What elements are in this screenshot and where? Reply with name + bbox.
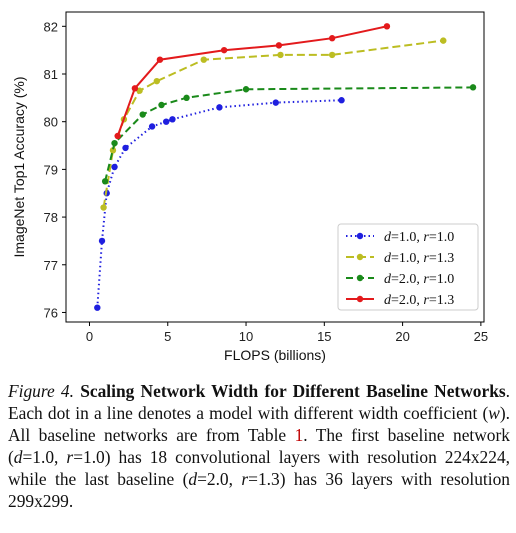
series-line-1 xyxy=(96,99,342,308)
legend-box xyxy=(337,223,479,311)
plot-frame xyxy=(65,11,485,323)
data-point xyxy=(272,99,279,106)
data-point xyxy=(94,304,101,311)
data-point xyxy=(162,118,170,125)
data-point xyxy=(156,56,164,63)
data-point xyxy=(153,77,161,85)
data-point xyxy=(275,42,283,49)
data-point xyxy=(338,97,345,104)
data-point xyxy=(383,23,391,30)
data-point xyxy=(200,56,207,63)
caption-text-4: ) has 18 convolutional layers with resol… xyxy=(8,447,510,489)
caption-title: Scaling Network Width for Different Base… xyxy=(80,381,506,401)
chart: 0 5 10 15 20 25 76 77 78 79 80 81 82 FLOPS (billions)… xyxy=(11,11,488,363)
data-point xyxy=(109,147,117,154)
x-tick-label: 0 xyxy=(86,329,93,344)
x-axis-title: FLOPS (billions) xyxy=(224,347,326,363)
y-tick-label: 82 xyxy=(44,19,58,34)
caption-text-5: ) has 36 layers with resolution 299x299. xyxy=(8,469,510,511)
legend-label: d=1.0, r=1.3 xyxy=(384,251,454,266)
y-axis-title: ImageNet Top1 Accuracy (%) xyxy=(11,76,27,257)
legend-swatch-marker xyxy=(356,274,364,282)
data-point xyxy=(122,144,129,152)
data-point xyxy=(216,104,223,111)
figure-caption: Figure 4. Scaling Network Width for Diff… xyxy=(8,380,510,512)
data-point xyxy=(114,132,121,140)
data-point xyxy=(169,116,176,123)
caption-text-3: . The first baseline network ( xyxy=(8,425,510,467)
data-point xyxy=(328,35,336,42)
caption-b1-r: r xyxy=(66,447,74,467)
data-point xyxy=(158,101,165,109)
caption-b1-d: d xyxy=(13,447,23,467)
data-point xyxy=(111,163,118,171)
data-point xyxy=(98,237,106,245)
y-tick-label: 77 xyxy=(44,258,58,273)
x-tick-label: 20 xyxy=(395,329,409,344)
caption-w-symbol: w xyxy=(488,403,500,423)
data-point xyxy=(139,111,146,118)
x-tick-label: 10 xyxy=(239,329,253,344)
data-point xyxy=(242,86,250,93)
caption-text-1: . Each dot in a line denotes a model wit… xyxy=(8,381,510,423)
y-tick-label: 81 xyxy=(44,67,58,82)
data-point xyxy=(220,46,228,54)
data-point xyxy=(111,139,118,147)
legend-swatch-marker xyxy=(356,295,364,303)
legend-label: d=1.0, r=1.0 xyxy=(384,230,454,245)
y-tick-label: 76 xyxy=(44,305,58,320)
legend-label: d=2.0, r=1.0 xyxy=(384,272,454,287)
y-tick-label: 80 xyxy=(44,115,58,130)
data-point xyxy=(101,178,109,185)
data-point xyxy=(277,51,284,59)
data-point xyxy=(100,204,107,211)
table-reference-link[interactable]: 1 xyxy=(294,425,304,445)
x-tick-label: 15 xyxy=(317,329,331,344)
legend-label: d=2.0, r=1.3 xyxy=(384,293,454,308)
caption-b2-r-val: =1.3 xyxy=(248,469,280,489)
caption-b2-d-val: =2.0, xyxy=(197,469,242,489)
data-point xyxy=(183,94,190,102)
caption-b2-r: r xyxy=(241,469,249,489)
data-point xyxy=(440,37,447,44)
caption-b2-d: d xyxy=(188,469,198,489)
caption-text-2: ). All baseline networks are from Table xyxy=(8,403,510,445)
legend-swatch-marker xyxy=(356,253,364,261)
legend-swatch-marker xyxy=(356,232,364,240)
data-point xyxy=(148,123,156,130)
data-point xyxy=(328,51,336,59)
series-line-2 xyxy=(102,39,444,208)
y-tick-label: 78 xyxy=(44,210,58,225)
x-tick-label: 25 xyxy=(474,329,488,344)
x-tick-label: 5 xyxy=(164,329,171,344)
data-point xyxy=(131,85,139,92)
caption-b1-d-val: =1.0, xyxy=(22,447,67,467)
data-point xyxy=(469,84,477,91)
y-tick-label: 79 xyxy=(44,162,58,177)
caption-b1-r-val: =1.0 xyxy=(73,447,105,467)
caption-label: Figure 4. xyxy=(8,381,74,401)
